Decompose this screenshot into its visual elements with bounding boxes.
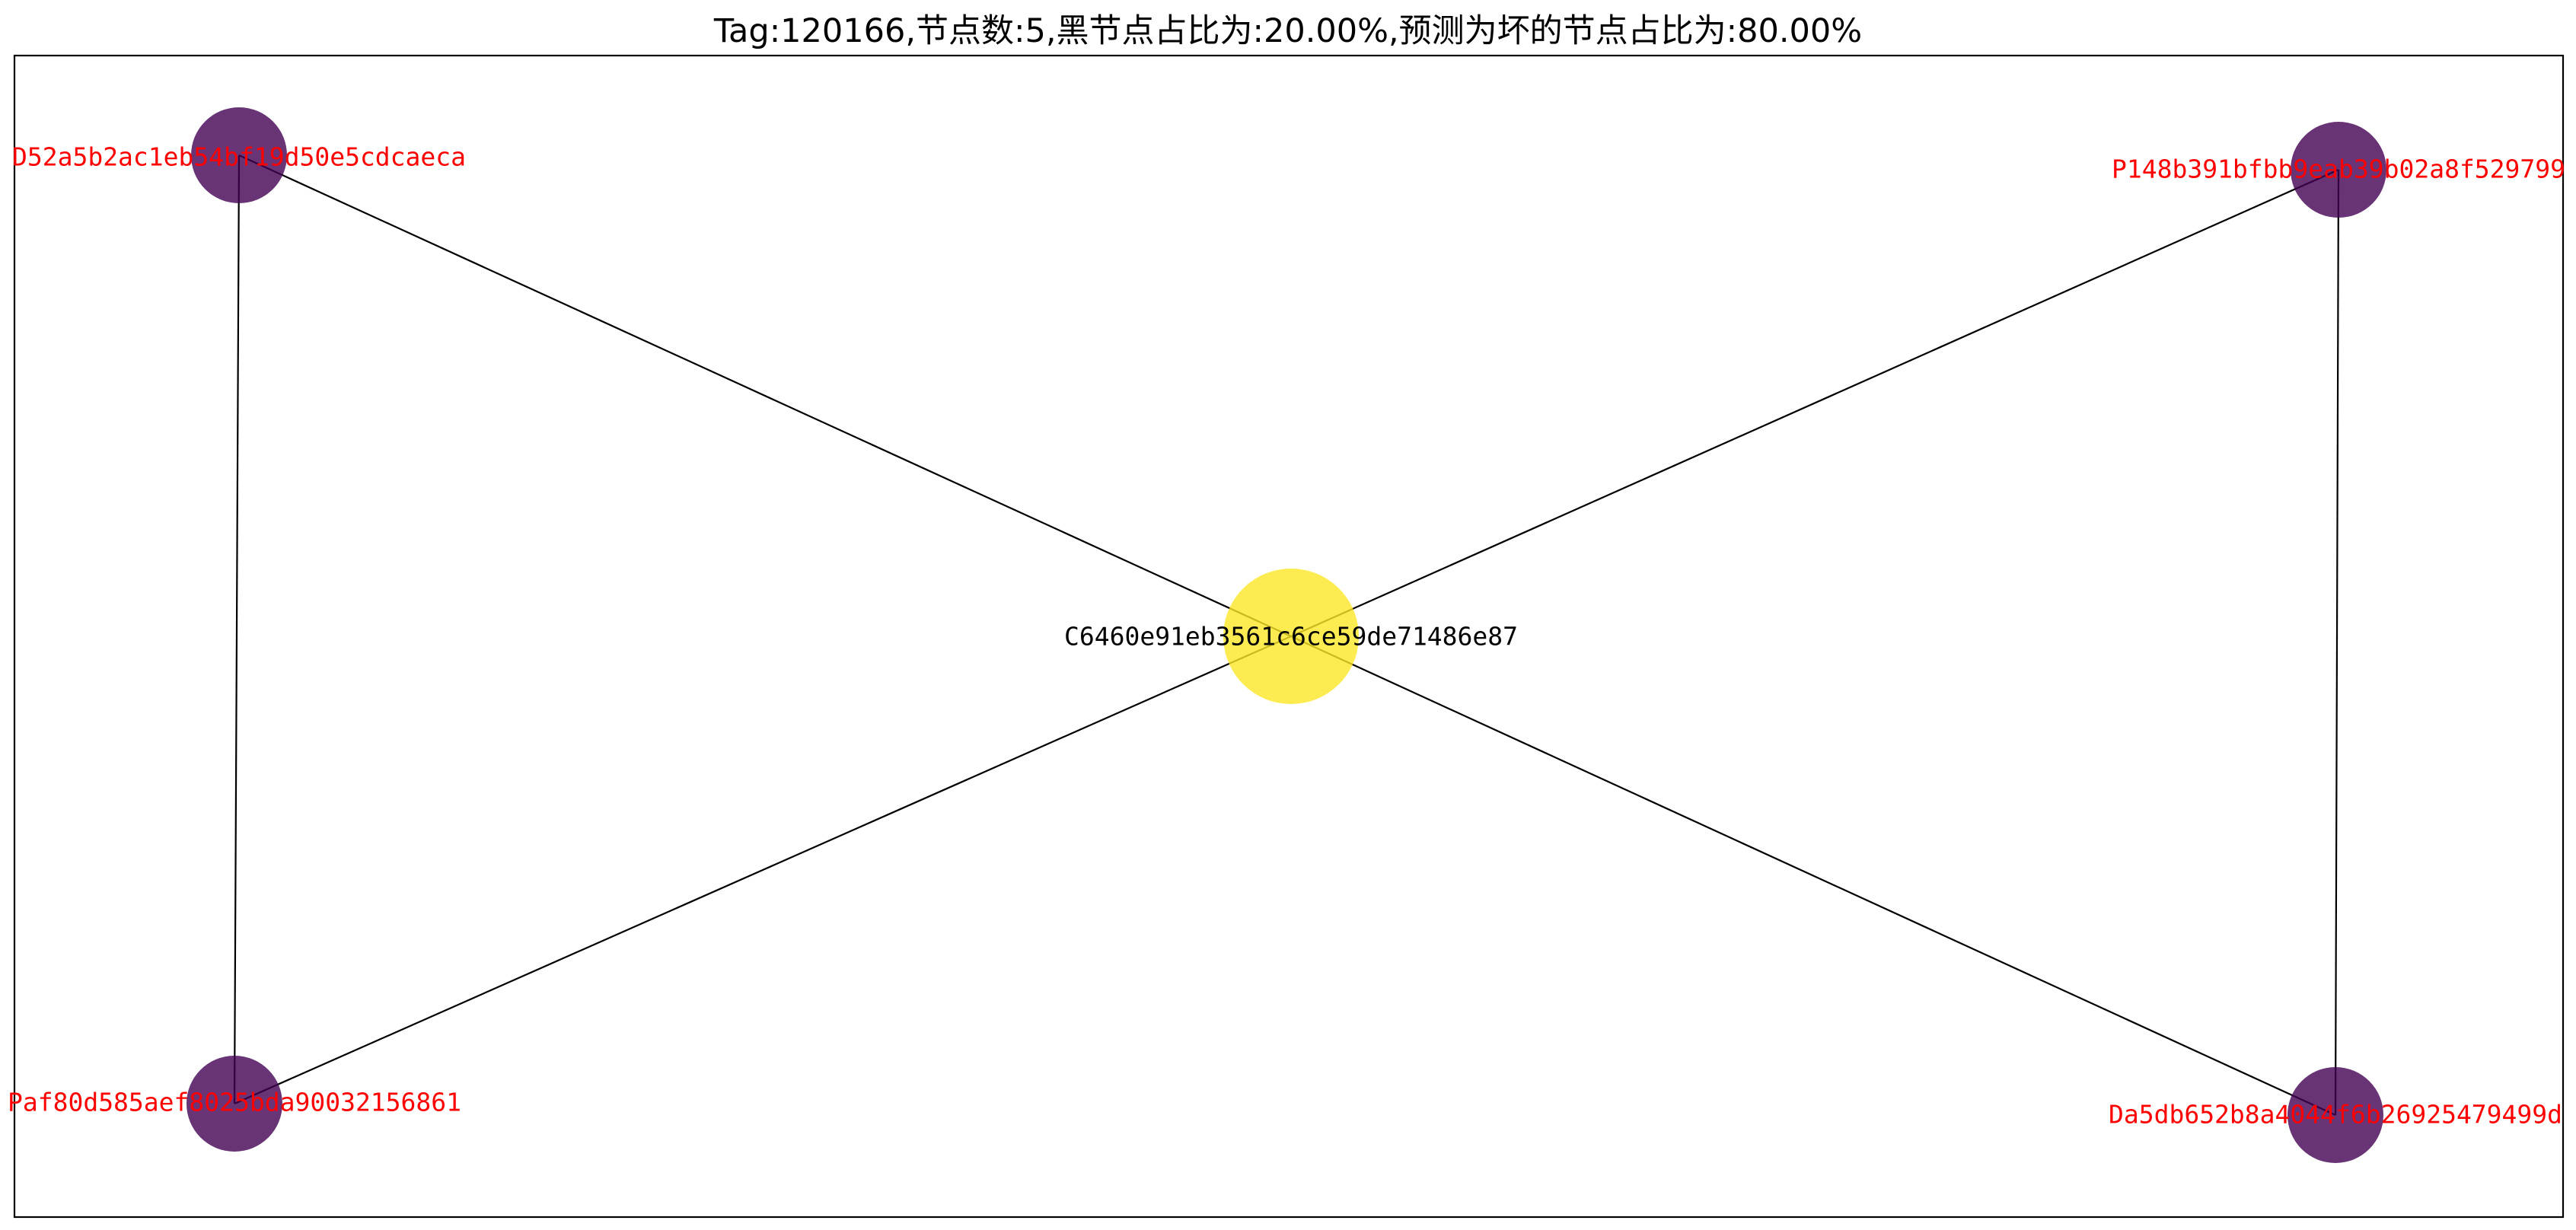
nodes-layer — [187, 107, 2386, 1163]
graph-edge — [238, 154, 1292, 638]
node-label: C6460e91eb3561c6ce59de71486e87 — [1064, 622, 1518, 652]
labels-layer: D52a5b2ac1eb54bf19d50e5cdcaeca P148b391bf… — [8, 142, 2565, 1130]
graph-edge — [1290, 168, 2339, 638]
node-label: Paf80d585aef8025bda90032156861 — [8, 1088, 461, 1117]
graph-node-center — [1223, 569, 1359, 704]
edges-layer — [233, 154, 2340, 1116]
graph-node-predicted-bad — [191, 107, 287, 203]
figure-title: Tag:120166,节点数:5,黑节点占比为:20.00%,预测为坏的节点占比… — [713, 12, 1862, 50]
node-label: D52a5b2ac1eb54bf19d50e5cdcaeca — [12, 142, 466, 172]
graph-edge — [233, 155, 241, 1104]
graph-node-predicted-bad — [187, 1056, 282, 1152]
graph-edge — [234, 635, 1292, 1105]
node-label: P148b391bfbb9eab39b02a8f529799 — [2112, 155, 2565, 184]
plot-frame — [13, 54, 2565, 1219]
graph-node-predicted-bad — [2287, 1067, 2383, 1163]
node-label: Da5db652b8a4044f6b26925479499d — [2109, 1100, 2562, 1130]
graph-edge — [2334, 169, 2340, 1116]
graph-edge — [1290, 636, 2336, 1116]
graph-node-predicted-bad — [2291, 122, 2386, 218]
